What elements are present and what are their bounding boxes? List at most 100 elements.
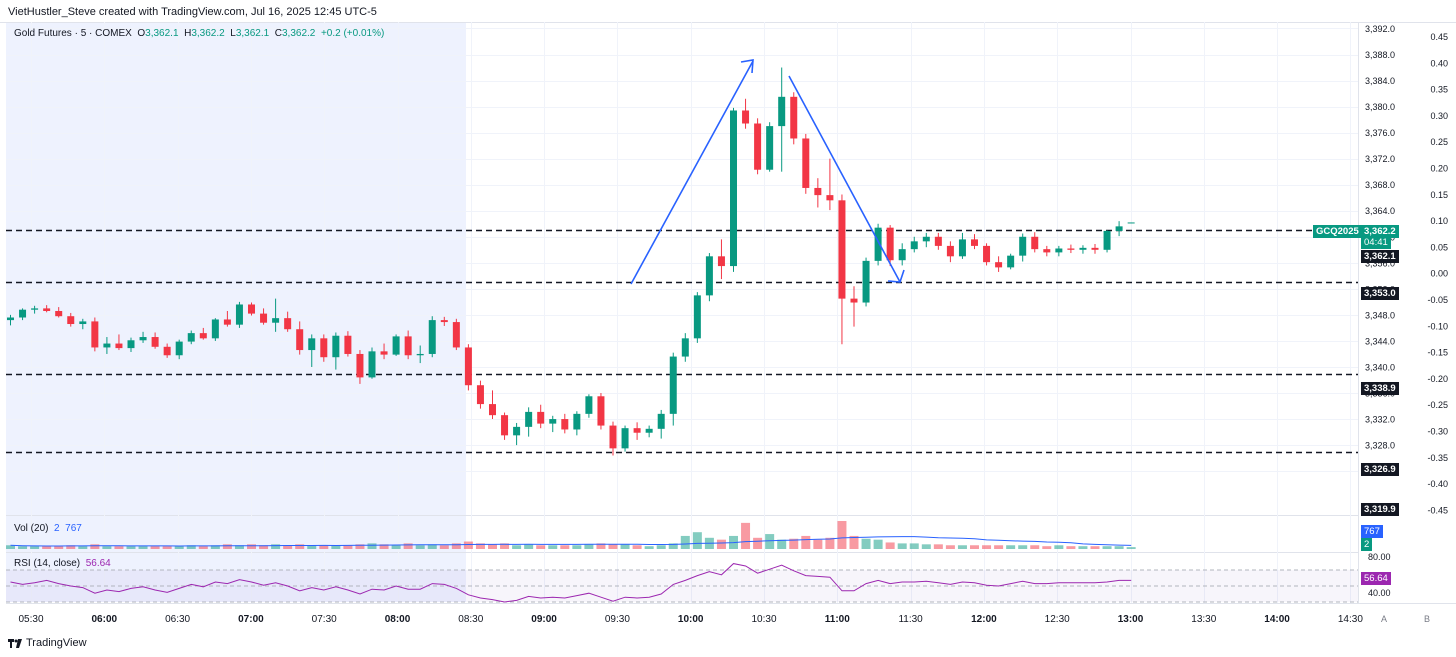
candle-body <box>705 256 713 296</box>
volume-bar <box>234 545 244 549</box>
candle-body <box>344 335 352 354</box>
volume-bar <box>741 522 751 549</box>
price-tick-label: 3,384.0 <box>1365 76 1395 86</box>
candle-body <box>127 340 135 349</box>
low-label: L <box>230 28 236 39</box>
time-tick-label: 06:00 <box>92 614 118 625</box>
volume-bar <box>271 544 281 549</box>
candle-body <box>332 335 340 358</box>
candle-body <box>1079 247 1087 250</box>
candle-body <box>452 322 460 348</box>
volume-bar <box>415 545 425 549</box>
candle-body <box>356 353 364 378</box>
candle-body <box>1031 236 1039 250</box>
volume-legend: Vol (20) 2 767 <box>14 523 82 534</box>
candle-body <box>428 320 436 354</box>
volume-bar <box>897 543 907 549</box>
volume-bar <box>873 539 883 549</box>
volume-tag-big: 767 <box>1361 525 1383 538</box>
percent-tick-label: -0.40 <box>1427 479 1448 489</box>
price-tick-label: 3,376.0 <box>1365 128 1395 138</box>
candle-body <box>416 353 424 356</box>
candle-body <box>1091 247 1099 250</box>
rsi-tick-label: 80.00 <box>1368 552 1391 562</box>
candle-body <box>597 396 605 426</box>
volume-bar <box>307 545 317 549</box>
footer-branding: TradingView <box>8 637 87 649</box>
close-value: 3,362.2 <box>282 28 316 39</box>
volume-bar <box>463 541 473 549</box>
open-price-tag: 3,362.1 <box>1361 250 1399 263</box>
volume-bar <box>222 544 232 549</box>
candle-body <box>693 295 701 339</box>
volume-bar <box>367 543 377 549</box>
candle-body <box>1019 236 1027 256</box>
downtrend-arrow-line <box>788 75 901 283</box>
time-tick-label: 08:30 <box>458 614 483 625</box>
time-tick-label: 11:00 <box>825 614 850 625</box>
volume-bar <box>210 545 220 549</box>
percent-tick-label: -0.35 <box>1427 453 1448 463</box>
volume-bar <box>777 539 787 549</box>
candle-body <box>489 404 496 416</box>
candle-body <box>826 195 834 201</box>
time-tick-label: 09:00 <box>531 614 557 625</box>
volume-bar <box>1114 546 1124 549</box>
candle-body <box>501 415 509 436</box>
downtrend-arrowhead <box>887 269 905 283</box>
price-tick-label: 3,392.0 <box>1365 24 1395 34</box>
candle-body <box>971 239 978 246</box>
volume-bar <box>572 545 582 549</box>
candle-body <box>645 428 653 433</box>
last-price-tag: 3,362.2 <box>1361 225 1399 238</box>
volume-bar <box>596 543 606 549</box>
candle-body <box>404 336 412 356</box>
candle-body <box>717 256 725 267</box>
level-tag-4: 3,319.9 <box>1361 503 1399 516</box>
symbol-tag: GCQ2025 <box>1313 225 1362 238</box>
candle-body <box>296 329 304 351</box>
time-tick-label: 12:30 <box>1045 614 1070 625</box>
auto-scale-button[interactable]: A <box>1380 614 1387 624</box>
volume-bar <box>982 545 992 549</box>
time-tick-label: 13:30 <box>1191 614 1216 625</box>
percent-tick-label: 0.35 <box>1430 85 1448 95</box>
rsi-line <box>10 563 1132 603</box>
candle-body <box>368 351 376 378</box>
volume-bar <box>753 537 763 549</box>
percent-tick-label: 0.20 <box>1430 164 1448 174</box>
volume-value-small: 2 <box>54 523 60 534</box>
candle-series <box>7 67 1135 456</box>
volume-bar <box>668 543 678 549</box>
volume-bar <box>6 545 15 549</box>
candle-body <box>585 396 593 414</box>
volume-bar <box>825 537 835 549</box>
volume-bar <box>18 546 28 549</box>
volume-bar <box>1030 545 1040 549</box>
candle-body <box>139 337 147 341</box>
candle-body <box>874 227 882 261</box>
time-tick-label: 14:30 <box>1338 614 1363 625</box>
price-tick-label: 3,356.0 <box>1365 258 1395 268</box>
volume-bar <box>1006 545 1016 549</box>
candle-body <box>320 338 328 358</box>
close-label: C <box>274 28 282 39</box>
volume-bar <box>765 534 775 549</box>
candle-body <box>476 385 484 405</box>
uptrend-arrow-line <box>630 60 754 285</box>
rsi-legend: RSI (14, close) 56.64 <box>14 558 111 569</box>
volume-bar <box>692 532 702 549</box>
symbol-name: Gold Futures · 5 · COMEX <box>14 28 132 39</box>
log-scale-button[interactable]: B <box>1423 614 1430 624</box>
volume-bar <box>620 544 630 549</box>
candle-body <box>525 411 533 427</box>
countdown-tag: 04:41 <box>1361 236 1391 249</box>
time-axis: 05:30 06:00 06:30 07:00 07:30 08:00 08:30 09:00… <box>18 614 1363 625</box>
candle-body <box>922 236 930 242</box>
time-tick-label: 12:00 <box>971 614 997 625</box>
percent-tick-label: 0.10 <box>1430 216 1448 226</box>
candle-body <box>175 341 183 356</box>
candle-body <box>187 333 195 342</box>
volume-bar <box>391 545 401 549</box>
